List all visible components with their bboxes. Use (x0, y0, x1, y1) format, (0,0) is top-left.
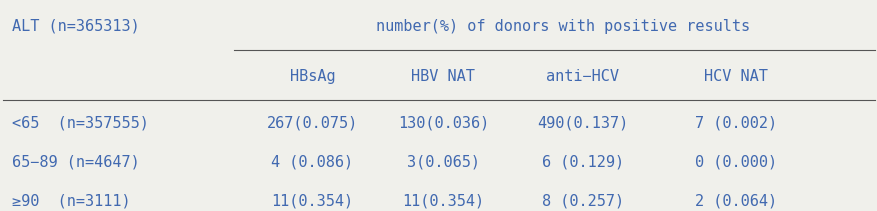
Text: 11(0.354): 11(0.354) (402, 194, 484, 209)
Text: ≥90  (n=3111): ≥90 (n=3111) (11, 194, 130, 209)
Text: HBsAg: HBsAg (289, 69, 335, 84)
Text: anti−HCV: anti−HCV (545, 69, 619, 84)
Text: HBV NAT: HBV NAT (411, 69, 474, 84)
Text: 490(0.137): 490(0.137) (537, 116, 628, 131)
Text: <65  (n=357555): <65 (n=357555) (11, 116, 148, 131)
Text: 6 (0.129): 6 (0.129) (541, 155, 624, 170)
Text: 7 (0.002): 7 (0.002) (694, 116, 776, 131)
Text: 8 (0.257): 8 (0.257) (541, 194, 624, 209)
Text: 2 (0.064): 2 (0.064) (694, 194, 776, 209)
Text: 65−89 (n=4647): 65−89 (n=4647) (11, 155, 139, 170)
Text: ALT (n=365313): ALT (n=365313) (11, 19, 139, 34)
Text: 11(0.354): 11(0.354) (271, 194, 353, 209)
Text: 0 (0.000): 0 (0.000) (694, 155, 776, 170)
Text: HCV NAT: HCV NAT (702, 69, 766, 84)
Text: 3(0.065): 3(0.065) (406, 155, 480, 170)
Text: 4 (0.086): 4 (0.086) (271, 155, 353, 170)
Text: 267(0.075): 267(0.075) (267, 116, 358, 131)
Text: 130(0.036): 130(0.036) (397, 116, 488, 131)
Text: number(%) of donors with positive results: number(%) of donors with positive result… (376, 19, 750, 34)
